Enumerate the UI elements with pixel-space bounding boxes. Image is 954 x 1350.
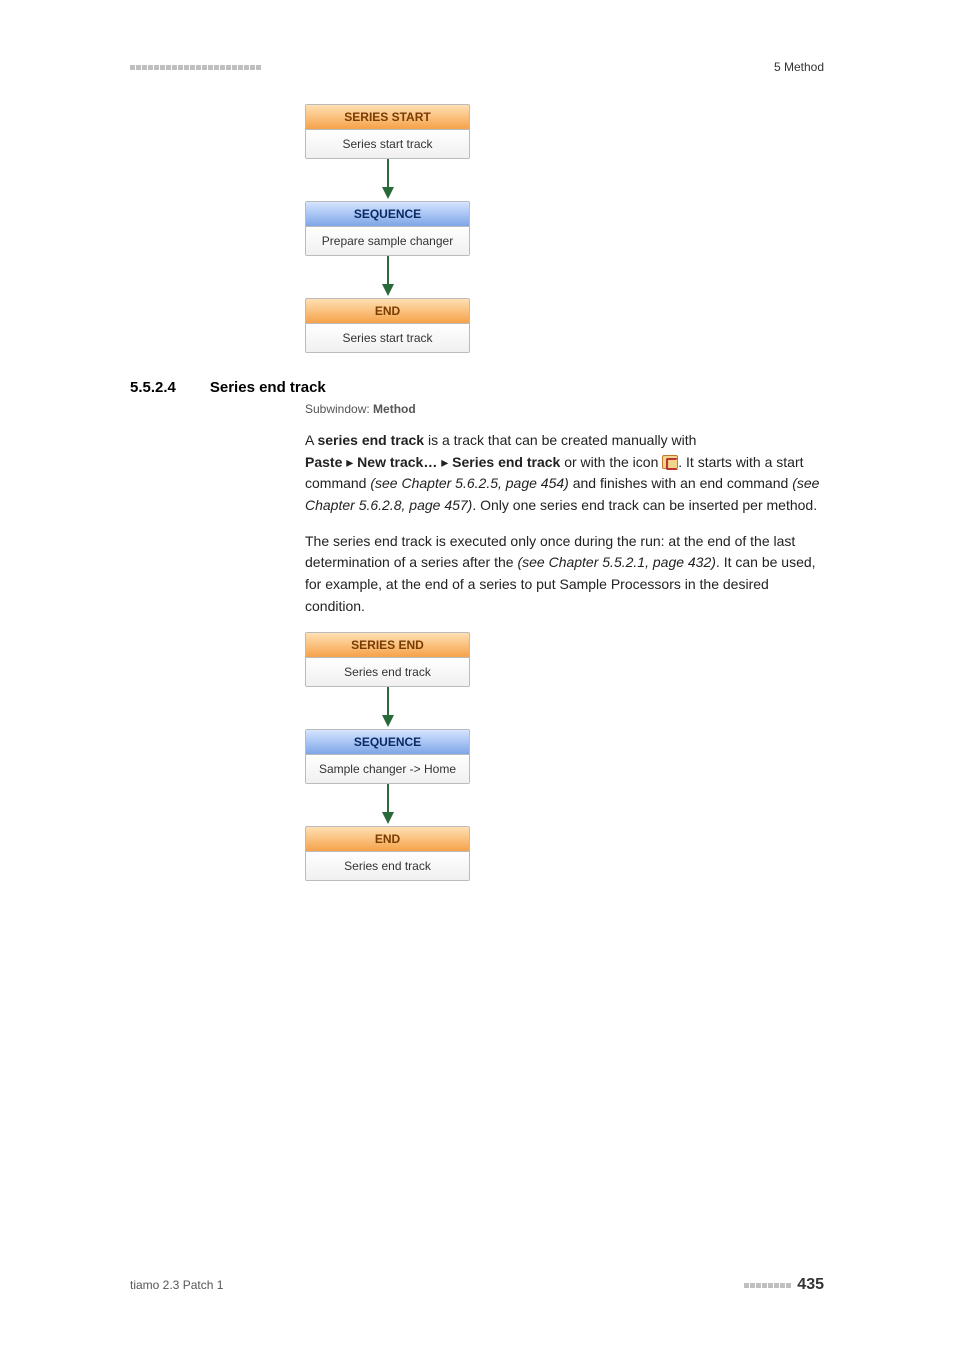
footer-dots <box>744 1283 791 1288</box>
page-number: 435 <box>797 1276 824 1294</box>
flow-arrow <box>305 784 470 826</box>
flow-node-header: SERIES END <box>306 633 469 658</box>
flow-node-body: Series end track <box>306 852 469 880</box>
flow-node-end: END Series end track <box>305 826 470 881</box>
paragraph-1-2: A series end track is a track that can b… <box>305 430 824 517</box>
flow-node-body: Series start track <box>306 130 469 158</box>
flow-node-header: END <box>306 827 469 852</box>
section-title: Series end track <box>210 379 326 396</box>
flow-node-end: END Series start track <box>305 298 470 353</box>
section-number: 5.5.2.4 <box>130 379 176 396</box>
series-end-track-icon <box>662 455 678 469</box>
menu-path-sep: ▸ <box>437 454 452 470</box>
text-run: . Only one series end track can be inser… <box>472 497 817 513</box>
flow-node-header: END <box>306 299 469 324</box>
text-bold: series end track <box>317 432 424 448</box>
flow-node-body: Series start track <box>306 324 469 352</box>
menu-path-item: Paste <box>305 454 342 470</box>
flow-arrow <box>305 687 470 729</box>
flow-arrow <box>305 256 470 298</box>
flow-diagram-series-start: SERIES START Series start track SEQUENCE… <box>305 104 824 353</box>
paragraph-3: The series end track is executed only on… <box>305 531 824 618</box>
cross-ref: (see Chapter 5.6.2.5, page 454) <box>370 475 568 491</box>
subwindow-line: Subwindow: Method <box>305 402 824 416</box>
cross-ref: (see Chapter 5.5.2.1, page 432) <box>517 554 715 570</box>
text-run: is a track that can be created manually … <box>424 432 696 448</box>
page-header: 5 Method <box>130 60 824 74</box>
footer-product: tiamo 2.3 Patch 1 <box>130 1278 223 1292</box>
flow-node-sequence: SEQUENCE Prepare sample changer <box>305 201 470 256</box>
flow-node-body: Sample changer -> Home <box>306 755 469 783</box>
text-run: A <box>305 432 317 448</box>
flow-node-series-start: SERIES START Series start track <box>305 104 470 159</box>
text-run: or with the icon <box>560 454 662 470</box>
footer-page-number: 435 <box>744 1276 824 1294</box>
flow-arrow <box>305 159 470 201</box>
page-footer: tiamo 2.3 Patch 1 435 <box>130 1276 824 1294</box>
flow-node-header: SEQUENCE <box>306 202 469 227</box>
menu-path-sep: ▸ <box>342 454 357 470</box>
flow-node-header: SEQUENCE <box>306 730 469 755</box>
flow-node-body: Prepare sample changer <box>306 227 469 255</box>
subwindow-value: Method <box>373 402 416 416</box>
text-run: and finishes with an end command <box>569 475 792 491</box>
flow-node-sequence: SEQUENCE Sample changer -> Home <box>305 729 470 784</box>
header-chapter: 5 Method <box>774 60 824 74</box>
menu-path-item: New track… <box>357 454 437 470</box>
flow-node-body: Series end track <box>306 658 469 686</box>
flow-node-header: SERIES START <box>306 105 469 130</box>
header-dots <box>130 65 261 70</box>
flow-diagram-series-end: SERIES END Series end track SEQUENCE Sam… <box>305 632 824 881</box>
subwindow-prefix: Subwindow: <box>305 402 373 416</box>
menu-path-item: Series end track <box>452 454 560 470</box>
section-heading: 5.5.2.4 Series end track <box>130 379 824 396</box>
flow-node-series-end: SERIES END Series end track <box>305 632 470 687</box>
